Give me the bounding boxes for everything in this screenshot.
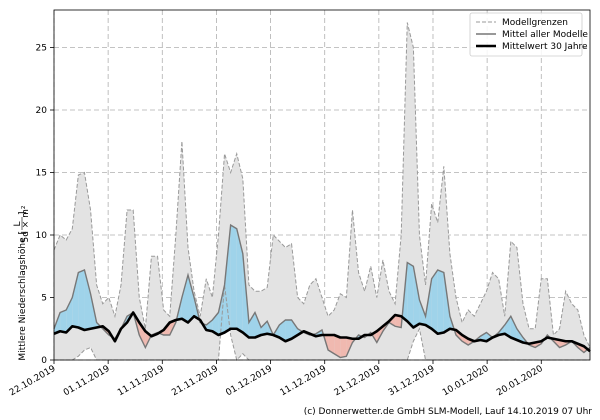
above-average-fill <box>279 320 286 342</box>
model-upper-bound-line <box>53 22 591 348</box>
below-average-fill <box>462 335 469 345</box>
above-average-fill <box>78 270 85 330</box>
x-tick-label: 01.11.2019 <box>62 364 112 399</box>
above-average-fill <box>291 320 298 339</box>
above-average-fill <box>236 228 243 333</box>
x-tick-label: 20.01.2020 <box>495 364 545 399</box>
y-tick-label: 15 <box>36 169 47 179</box>
y-tick-label: 10 <box>36 231 48 241</box>
above-average-fill <box>261 321 268 335</box>
above-average-fill <box>224 225 231 333</box>
y-axis-title-suffix: ] <box>18 211 28 215</box>
above-average-fill <box>60 310 67 333</box>
chart-legend: Modellgrenzen Mittel aller Modelle Mitte… <box>469 12 588 57</box>
above-average-fill <box>504 316 511 338</box>
legend-label-mean: Mittel aller Modelle <box>502 30 588 40</box>
model-range-band <box>54 22 590 360</box>
above-average-fill <box>407 262 414 328</box>
below-average-fill <box>334 335 341 358</box>
above-average-fill <box>431 270 438 334</box>
x-tick-label: 31.12.2019 <box>387 364 437 399</box>
above-average-fill <box>188 275 195 323</box>
y-axis-title-prefix: Mittlere Niederschlagshöhe [ <box>18 231 28 361</box>
x-tick-label: 01.12.2019 <box>224 364 274 399</box>
chart-plot-area <box>53 22 591 361</box>
y-tick-label: 0 <box>41 356 47 366</box>
y-axis-unit-numerator: L <box>13 221 23 226</box>
above-average-fill <box>66 297 73 333</box>
y-tick-label: 20 <box>36 106 48 116</box>
above-average-fill <box>84 270 91 330</box>
above-average-fill <box>255 312 262 338</box>
above-average-fill <box>218 285 225 335</box>
y-axis-unit-denominator: 5d × m² <box>21 205 31 242</box>
x-tick-label: 21.12.2019 <box>333 364 383 399</box>
below-average-fill <box>395 315 402 328</box>
x-tick-label: 22.10.2019 <box>8 364 58 399</box>
svg-text:Mittlere Niederschlagshöhe [: Mittlere Niederschlagshöhe [ <box>18 231 28 361</box>
x-tick-label: 11.12.2019 <box>279 364 329 399</box>
legend-label-climatology: Mittelwert 30 Jahre <box>502 42 588 52</box>
above-average-fill <box>181 275 188 323</box>
x-tick-label: 11.11.2019 <box>116 364 166 399</box>
above-average-fill <box>413 266 420 328</box>
below-average-fill <box>340 337 347 358</box>
above-average-fill <box>212 312 219 335</box>
y-axis-title: Mittlere Niederschlagshöhe [ L 5d × m² ] <box>13 205 31 361</box>
y-tick-label: 25 <box>36 44 47 54</box>
mean-all-models-line <box>53 223 591 359</box>
plot-frame <box>53 9 591 361</box>
legend-label-band: Modellgrenzen <box>502 18 568 28</box>
thirty-year-mean-line <box>53 311 591 353</box>
above-average-fill <box>437 270 444 334</box>
credit-line: (c) Donnerwetter.de GmbH SLM-Modell, Lau… <box>303 407 592 417</box>
above-average-fill <box>419 300 426 325</box>
above-average-fill <box>516 328 523 343</box>
below-average-fill <box>139 322 146 348</box>
y-tick-label: 5 <box>41 294 47 304</box>
below-average-fill <box>328 335 335 354</box>
above-average-fill <box>230 225 237 329</box>
above-average-fill <box>206 320 213 332</box>
x-tick-label: 21.11.2019 <box>170 364 220 399</box>
above-average-fill <box>285 320 292 342</box>
legend-box <box>469 12 583 57</box>
chart-axes <box>50 9 591 364</box>
x-tick-label: 10.01.2020 <box>441 364 491 399</box>
above-average-fill <box>72 272 79 328</box>
above-average-fill <box>248 312 255 338</box>
above-average-fill <box>510 316 517 340</box>
